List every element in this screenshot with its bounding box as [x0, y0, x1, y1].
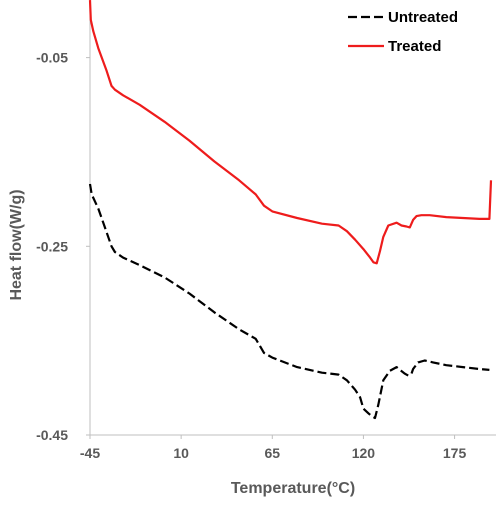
y-tick-label: -0.45 [36, 427, 68, 443]
x-tick-label: 175 [443, 445, 467, 461]
legend-label-treated: Treated [388, 38, 441, 55]
legend-label-untreated: Untreated [388, 9, 458, 26]
x-tick-label: -45 [80, 445, 100, 461]
x-axis-title: Temperature(°C) [231, 480, 355, 497]
series-line-untreated [88, 183, 490, 420]
x-tick-label: 65 [264, 445, 280, 461]
y-axis-title: Heat flow(W/g) [8, 189, 25, 300]
x-tick-label: 10 [173, 445, 189, 461]
x-tick-label: 120 [352, 445, 376, 461]
series-line-treated [88, 0, 493, 265]
y-tick-label: -0.05 [36, 50, 68, 66]
y-tick-label: -0.25 [36, 238, 68, 254]
